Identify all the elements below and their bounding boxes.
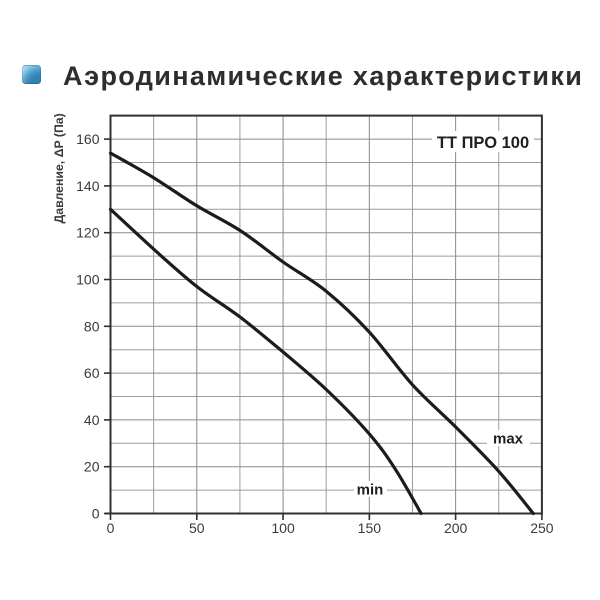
svg-text:100: 100	[76, 272, 100, 288]
svg-text:20: 20	[84, 459, 100, 475]
svg-text:min: min	[357, 482, 384, 499]
svg-text:160: 160	[76, 131, 100, 147]
svg-text:80: 80	[84, 318, 100, 334]
svg-text:200: 200	[444, 520, 468, 536]
svg-text:0: 0	[92, 506, 100, 522]
svg-text:max: max	[493, 431, 524, 448]
svg-text:ТТ ПРО 100: ТТ ПРО 100	[437, 134, 529, 152]
svg-text:150: 150	[358, 520, 382, 536]
svg-text:Давление, ΔP (Па): Давление, ΔP (Па)	[52, 113, 66, 223]
svg-text:0: 0	[107, 520, 115, 536]
svg-text:120: 120	[76, 225, 100, 241]
svg-text:60: 60	[84, 365, 100, 381]
svg-text:100: 100	[271, 520, 295, 536]
svg-text:140: 140	[76, 178, 100, 194]
svg-text:50: 50	[189, 520, 205, 536]
svg-text:250: 250	[530, 520, 554, 536]
svg-text:40: 40	[84, 412, 100, 428]
